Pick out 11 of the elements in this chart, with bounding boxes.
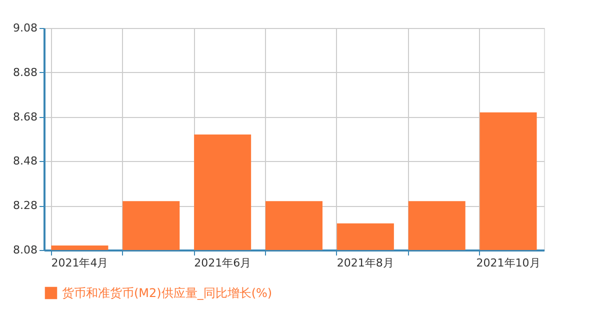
y-tick-label: 8.68: [13, 110, 38, 124]
y-tick-label: 8.48: [13, 154, 38, 168]
y-tick-label: 8.08: [13, 244, 38, 256]
y-tick-label: 9.08: [13, 22, 38, 34]
y-tick-label: 8.88: [13, 66, 38, 79]
y-tick-label: 8.28: [13, 199, 38, 212]
x-tick-label: 2021年8月: [336, 256, 394, 270]
x-tick-label: 2021年10月: [476, 256, 540, 270]
x-tick-label: 2021年6月: [194, 256, 252, 270]
legend-label: 货币和准货币(M2)供应量_同比增长(%): [62, 286, 272, 300]
x-tick-label: 2021年4月: [51, 256, 108, 270]
